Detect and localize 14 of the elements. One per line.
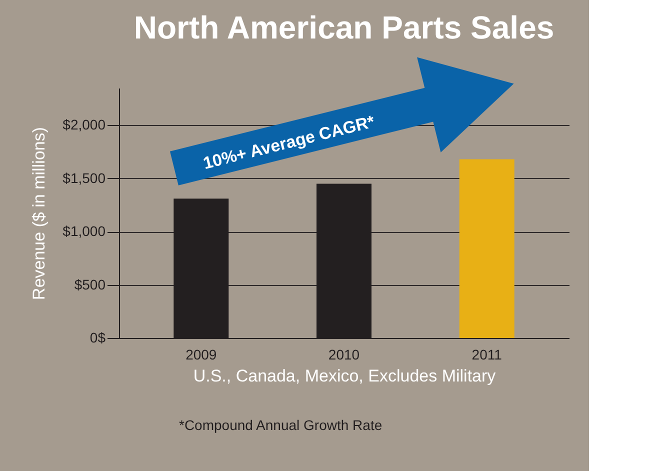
x-tick-label: 2010 xyxy=(328,346,360,362)
y-tick-label: $500 xyxy=(74,276,106,292)
x-tick-label: 2011 xyxy=(472,346,502,362)
annotation: 10%+ Average CAGR* xyxy=(201,112,377,174)
y-tick-label: $1,000 xyxy=(62,223,106,240)
bar xyxy=(459,159,514,338)
y-tick-label: 0$ xyxy=(90,330,106,346)
x-tick-label: 2009 xyxy=(186,346,217,362)
text: *Compound Annual Growth Rate xyxy=(179,417,382,433)
y-tick-label: $2,000 xyxy=(62,116,106,133)
y-tick-label: $1,500 xyxy=(62,170,106,186)
x-axis-title: U.S., Canada, Mexico, Excludes Military xyxy=(193,366,496,386)
y-axis-title: Revenue ($ in millions) xyxy=(30,127,49,300)
chart-title: North American Parts Sales xyxy=(134,9,554,46)
